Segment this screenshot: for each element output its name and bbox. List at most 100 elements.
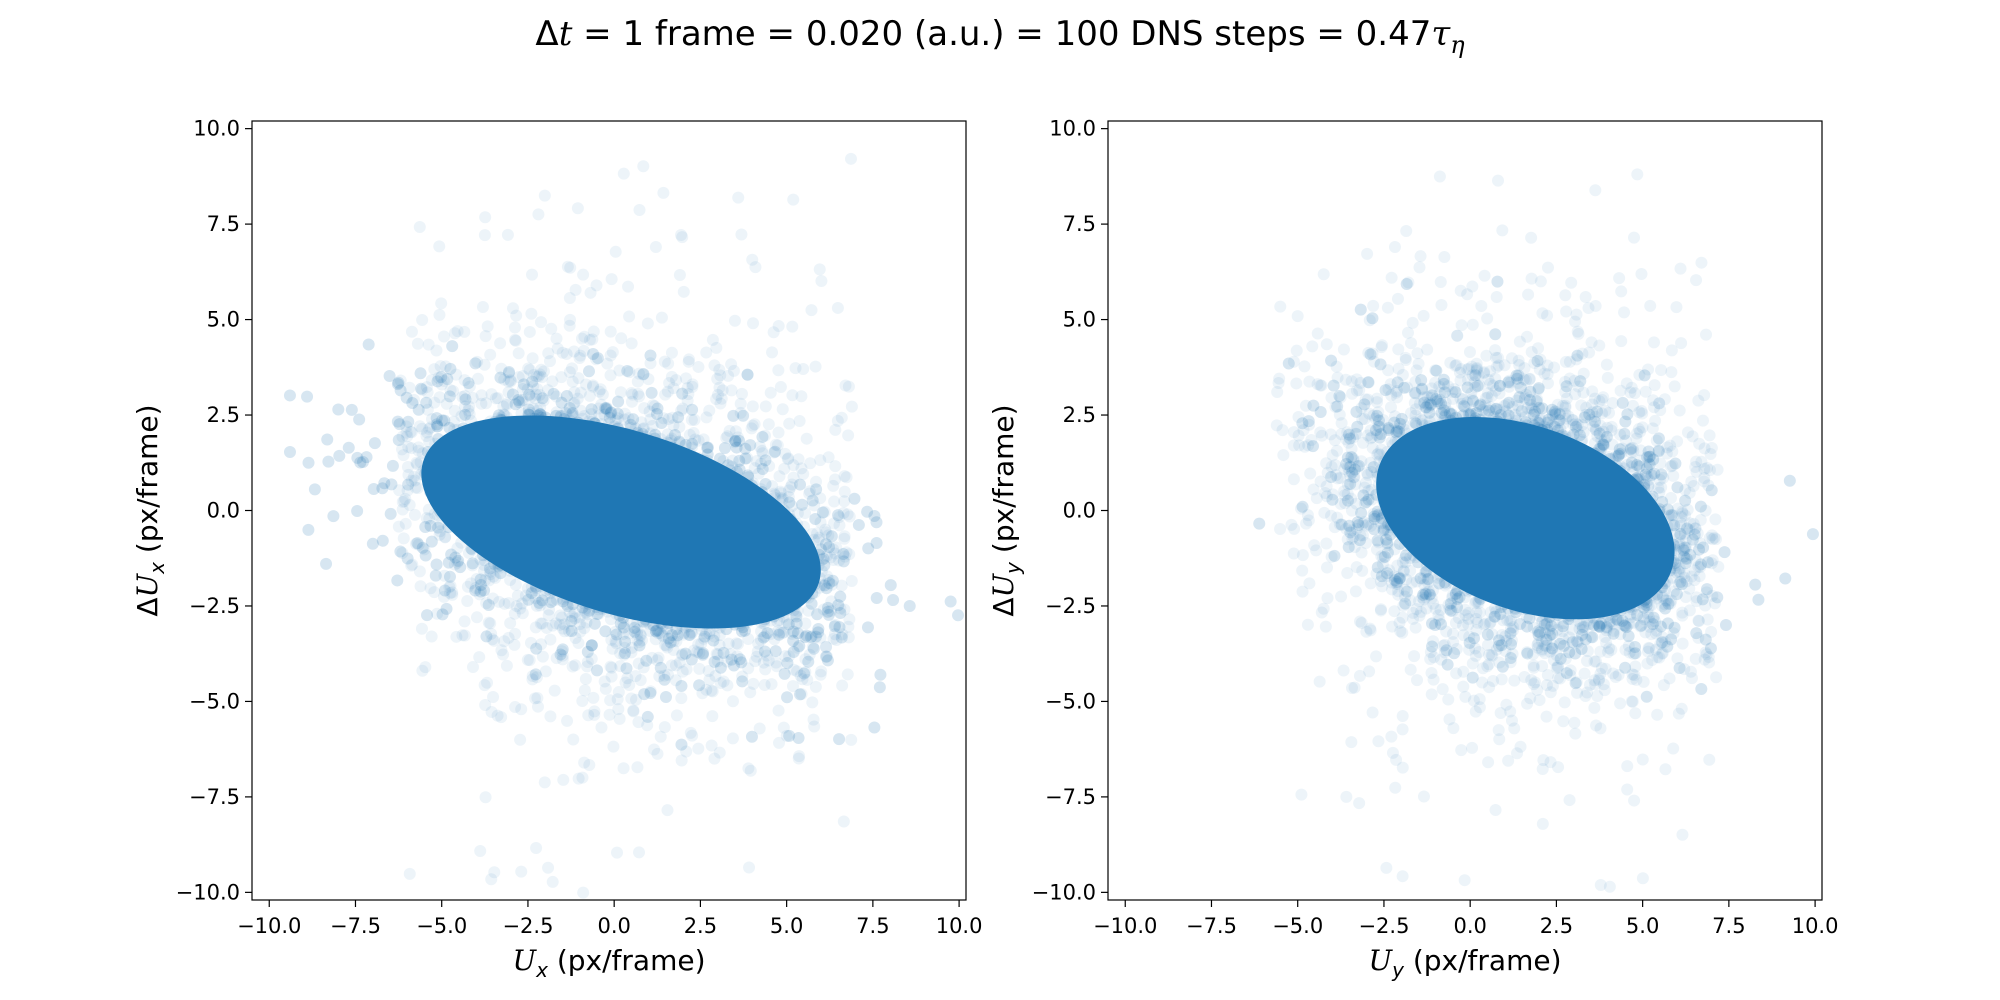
scatter-point bbox=[815, 274, 828, 287]
scatter-point bbox=[1386, 620, 1399, 633]
scatter-point bbox=[658, 669, 671, 682]
scatter-point bbox=[392, 433, 405, 446]
scatter-point bbox=[753, 440, 766, 453]
scatter-point bbox=[822, 529, 835, 542]
scatter-point bbox=[504, 617, 517, 630]
scatter-point bbox=[614, 617, 627, 630]
scatter-point bbox=[483, 574, 496, 587]
scatter-point bbox=[1423, 399, 1436, 412]
scatter-point bbox=[1364, 456, 1377, 469]
scatter-point bbox=[675, 754, 688, 767]
scatter-point bbox=[396, 443, 409, 456]
scatter-point bbox=[1455, 744, 1468, 757]
scatter-point bbox=[1326, 449, 1339, 462]
scatter-point bbox=[530, 842, 543, 855]
scatter-point bbox=[776, 403, 789, 416]
scatter-point bbox=[1629, 660, 1642, 673]
scatter-point bbox=[1466, 369, 1479, 382]
scatter-point bbox=[657, 630, 670, 643]
scatter-point bbox=[473, 651, 486, 664]
scatter-point bbox=[1632, 423, 1645, 436]
scatter-point bbox=[383, 369, 396, 382]
scatter-point bbox=[625, 395, 638, 408]
scatter-point bbox=[1529, 676, 1542, 689]
scatter-point bbox=[1499, 645, 1512, 658]
scatter-point bbox=[717, 646, 730, 659]
scatter-point bbox=[732, 191, 745, 204]
scatter-point bbox=[1607, 618, 1620, 631]
scatter-point bbox=[435, 297, 448, 310]
scatter-point bbox=[812, 626, 825, 639]
scatter-point bbox=[638, 402, 651, 415]
scatter-point bbox=[618, 641, 631, 654]
scatter-point bbox=[416, 664, 429, 677]
scatter-point bbox=[1376, 580, 1389, 593]
scatter-point bbox=[670, 374, 683, 387]
scatter-point bbox=[831, 301, 844, 314]
scatter-point bbox=[824, 604, 837, 617]
scatter-point bbox=[543, 355, 556, 368]
scatter-point bbox=[682, 353, 695, 366]
scatter-point bbox=[402, 441, 415, 454]
scatter-point bbox=[479, 330, 492, 343]
scatter-point bbox=[1699, 504, 1712, 517]
scatter-point bbox=[405, 559, 418, 572]
scatter-point bbox=[482, 599, 495, 612]
scatter-point bbox=[1603, 406, 1616, 419]
scatter-point bbox=[700, 346, 713, 359]
scatter-point bbox=[302, 523, 315, 536]
scatter-point bbox=[735, 625, 748, 638]
scatter-point bbox=[513, 396, 526, 409]
scatter-point bbox=[533, 596, 546, 609]
scatter-point bbox=[1564, 664, 1577, 677]
scatter-point bbox=[1546, 409, 1559, 422]
scatter-point bbox=[829, 473, 842, 486]
scatter-point bbox=[400, 391, 413, 404]
scatter-point bbox=[752, 637, 765, 650]
scatter-point bbox=[799, 666, 812, 679]
scatter-point bbox=[1372, 406, 1385, 419]
scatter-point bbox=[1350, 497, 1363, 510]
scatter-point bbox=[473, 588, 486, 601]
scatter-point bbox=[845, 733, 858, 746]
scatter-point bbox=[1477, 618, 1490, 631]
scatter-point bbox=[412, 538, 425, 551]
scatter-point bbox=[590, 279, 603, 292]
scatter-point bbox=[813, 531, 826, 544]
scatter-point bbox=[1590, 655, 1603, 668]
scatter-point bbox=[1586, 398, 1599, 411]
scatter-point bbox=[685, 627, 698, 640]
scatter-point bbox=[606, 346, 619, 359]
scatter-point bbox=[578, 410, 591, 423]
scatter-point bbox=[676, 387, 689, 400]
scatter-point bbox=[773, 736, 786, 749]
scatter-point bbox=[619, 635, 632, 648]
scatter-point bbox=[1527, 621, 1540, 634]
scatter-point bbox=[1645, 599, 1658, 612]
scatter-point bbox=[685, 626, 698, 639]
scatter-point bbox=[1493, 733, 1506, 746]
scatter-point bbox=[283, 445, 296, 458]
scatter-point bbox=[1421, 343, 1434, 356]
scatter-point bbox=[830, 541, 843, 554]
scatter-point bbox=[548, 684, 561, 697]
scatter-point bbox=[1397, 564, 1410, 577]
scatter-point bbox=[515, 394, 528, 407]
scatter-point bbox=[495, 711, 508, 724]
scatter-point bbox=[458, 390, 471, 403]
scatter-point bbox=[451, 556, 464, 569]
scatter-point bbox=[794, 478, 807, 491]
scatter-point bbox=[535, 363, 548, 376]
scatter-point bbox=[535, 638, 548, 651]
scatter-point bbox=[661, 641, 674, 654]
scatter-point bbox=[1547, 654, 1560, 667]
scatter-point bbox=[436, 608, 449, 621]
scatter-point bbox=[479, 574, 492, 587]
scatter-point bbox=[811, 608, 824, 621]
scatter-point bbox=[558, 618, 571, 631]
scatter-point bbox=[605, 633, 618, 646]
scatter-point bbox=[532, 208, 545, 221]
scatter-point bbox=[1345, 375, 1358, 388]
scatter-point bbox=[700, 683, 713, 696]
scatter-point bbox=[1335, 590, 1348, 603]
